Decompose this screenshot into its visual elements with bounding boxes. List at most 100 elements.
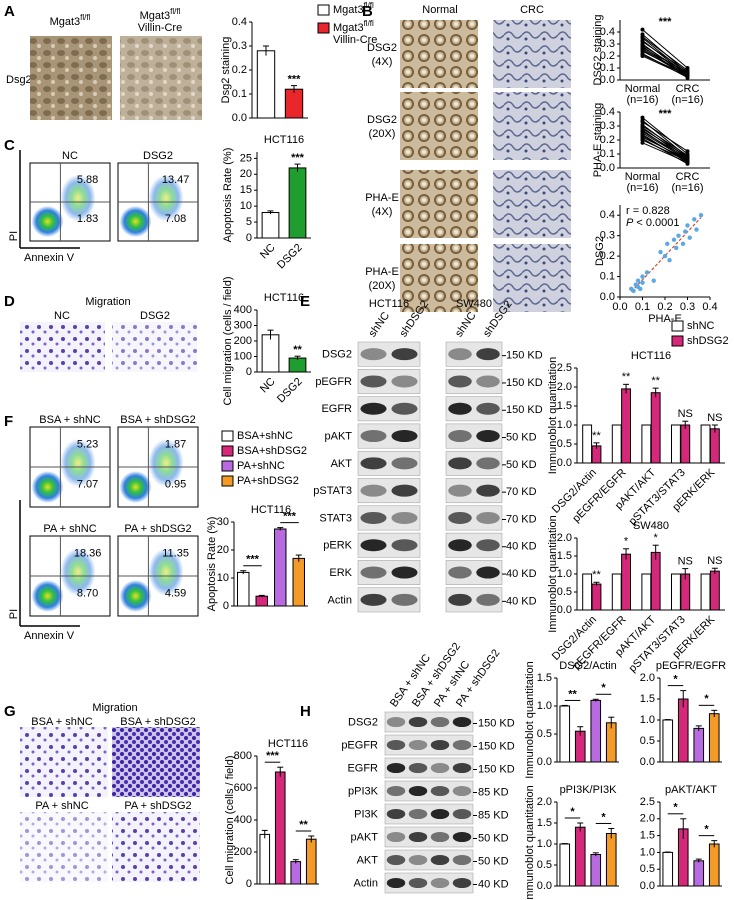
point	[631, 288, 636, 294]
point	[640, 119, 645, 124]
bar	[670, 573, 681, 611]
y-tick-label: 30	[217, 516, 229, 528]
significance: ***	[266, 750, 280, 762]
point	[676, 233, 681, 238]
point	[662, 253, 668, 259]
quadrant-value: 8.70	[77, 588, 98, 600]
pair-line	[642, 136, 688, 161]
y-tick-label: 1.0	[557, 568, 572, 580]
cell-cluster	[119, 205, 152, 238]
bar	[574, 730, 586, 763]
y-tick-label: 25	[240, 152, 252, 164]
kd-label: 70 KD	[506, 513, 537, 525]
blot-strip	[384, 757, 474, 779]
image-title: Mgat3fl/fl	[140, 7, 181, 22]
point	[685, 223, 690, 228]
plot-title: PA + shDSG2	[124, 523, 191, 535]
bar	[700, 573, 711, 611]
quadrant-value: 5.88	[77, 174, 98, 186]
bar	[255, 595, 268, 607]
point	[685, 74, 690, 79]
bar	[237, 571, 250, 607]
image-title-sup: fl/fl	[80, 13, 90, 22]
blot-band	[448, 457, 472, 470]
row-label: EGFR	[321, 403, 352, 415]
legend-swatch	[671, 335, 684, 347]
y-tick-label: 0.0	[600, 74, 615, 86]
x-tick-label: Normal	[625, 83, 660, 95]
y-tick-label: 0.2	[232, 64, 247, 76]
image-title: Mgat3fl/fl	[50, 13, 91, 28]
micrograph	[493, 20, 571, 88]
blot-band	[430, 877, 450, 889]
point	[640, 27, 645, 32]
micrograph	[400, 170, 478, 238]
blot-band	[430, 785, 450, 797]
pair-line	[642, 121, 688, 152]
significance: *	[704, 693, 709, 705]
x-tick-label: 0.0	[612, 301, 627, 313]
image-title-base: Mgat3	[140, 10, 171, 22]
bar	[590, 699, 602, 763]
panel-title: Migration	[85, 296, 130, 308]
chart-title: pAKT/AKT	[665, 784, 717, 796]
row-label: Dsg2	[6, 74, 32, 86]
plot-title: DSG2	[143, 150, 173, 162]
point	[640, 274, 645, 279]
y-tick-label: 0.4	[600, 209, 615, 221]
significance: NS	[678, 556, 693, 568]
bar	[274, 528, 287, 607]
panel-label: H	[300, 703, 311, 720]
y-tick-label: 0.0	[640, 880, 655, 892]
blot-band	[476, 402, 500, 415]
y-tick-label: 0.0	[557, 457, 572, 469]
bar	[292, 557, 305, 607]
point	[640, 54, 645, 58]
y-tick-label: 1.5	[537, 672, 552, 684]
blot-title: HCT116	[369, 298, 409, 310]
quadrant-value: 1.83	[77, 213, 98, 225]
y-tick-label: 2.0	[557, 381, 572, 393]
pair-line	[642, 36, 688, 71]
blot-band	[452, 808, 472, 820]
y-axis-label: Cell migration (cells / field)	[222, 277, 234, 406]
blot-band	[448, 375, 472, 388]
micrograph	[493, 170, 571, 238]
micrograph	[20, 812, 108, 882]
y-tick-label: 0.0	[557, 604, 572, 616]
image-title: BSA + shDSG2	[120, 716, 196, 728]
blot-band	[448, 539, 472, 552]
annotation: P < 0.0001	[626, 217, 679, 229]
x-tick-label: 0.1	[635, 301, 650, 313]
y-tick-label: 0.5	[537, 728, 552, 740]
legend-label: shNC	[687, 320, 715, 332]
point	[635, 278, 641, 283]
blot-band	[430, 739, 450, 751]
point	[671, 237, 677, 242]
pair-line	[642, 139, 688, 162]
bar	[641, 573, 652, 611]
significance: **	[651, 375, 660, 387]
blot-band	[452, 854, 472, 866]
blot-band	[430, 716, 450, 728]
blot-band	[476, 511, 500, 524]
y-axis-label: DSG2 staining	[592, 15, 604, 86]
blot-band	[452, 877, 472, 889]
bar	[708, 843, 720, 887]
blot-band	[360, 593, 387, 606]
blot-band	[448, 402, 472, 415]
y-tick-label: 0.0	[232, 112, 247, 124]
cell-cluster	[148, 439, 184, 487]
bar	[305, 838, 317, 885]
y-tick-label: 0.3	[600, 38, 615, 50]
row-label: PHA-E	[365, 192, 399, 204]
bar	[693, 860, 705, 887]
pair-line	[642, 142, 688, 163]
row-label: pEGFR	[341, 739, 378, 751]
row-label: ERK	[329, 567, 352, 579]
y-tick-label: 0.2	[600, 134, 615, 146]
row-label: (20X)	[369, 280, 396, 292]
legend-swatch	[221, 430, 234, 442]
x-tick-label: (n=16)	[626, 182, 658, 194]
row-label: pEGFR	[315, 376, 352, 388]
